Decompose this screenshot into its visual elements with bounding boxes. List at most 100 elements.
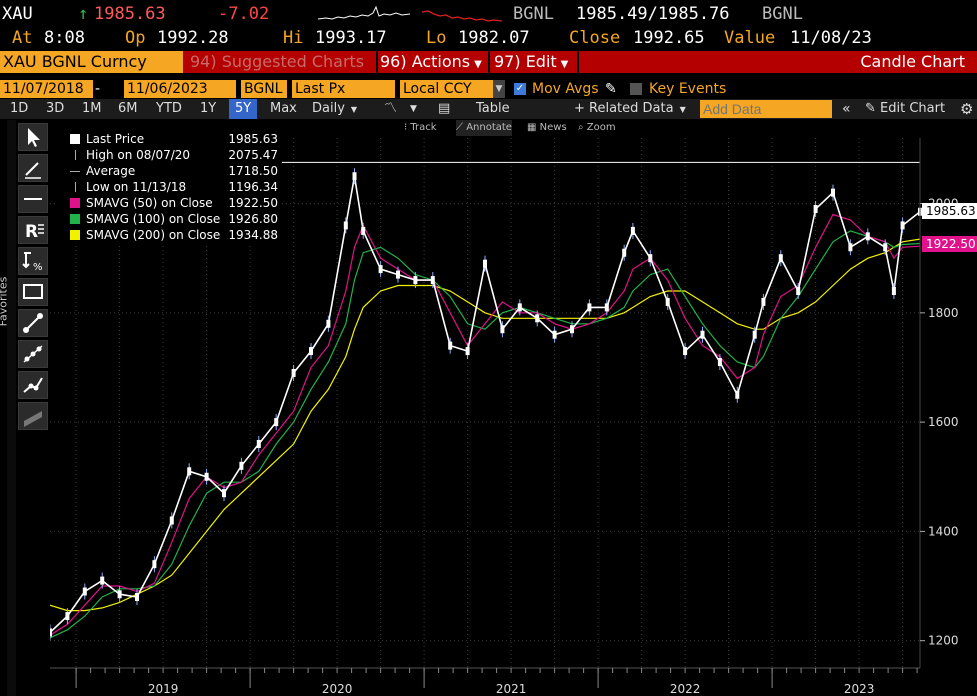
line-chart-icon[interactable]: 〽 xyxy=(384,101,398,116)
edit-chart-button[interactable]: ✎ Edit Chart xyxy=(861,99,949,119)
legend-label: High on 08/07/20 xyxy=(86,148,191,162)
legend-tick xyxy=(75,182,76,192)
price-series xyxy=(50,168,922,641)
actions-label: 96) Actions xyxy=(380,52,471,71)
security-field[interactable]: XAU BGNL Curncy xyxy=(0,51,183,73)
periodicity-dropdown[interactable]: Daily ▼ xyxy=(306,99,363,119)
candle-body xyxy=(761,297,766,306)
crosshair-icon: ⁝ xyxy=(404,122,411,133)
candle-body xyxy=(648,254,653,263)
add-data-input[interactable] xyxy=(700,100,832,118)
start-date-field[interactable]: 11/07/2018 xyxy=(0,80,93,98)
value-date-label: Value xyxy=(724,28,776,48)
legend-value: 2075.47 xyxy=(228,148,278,162)
last-price-tag: 1985.63 xyxy=(922,203,977,219)
candle-body xyxy=(796,286,801,295)
percent-tool-icon[interactable]: % xyxy=(18,247,48,275)
draw-line-tool-icon[interactable] xyxy=(18,154,48,182)
chevron-down-icon: ▼ xyxy=(350,105,358,114)
currency-selector[interactable]: Local CCY xyxy=(400,80,493,98)
mov-avgs-checkbox[interactable]: ✓ xyxy=(514,83,526,95)
series-line-sma200 xyxy=(50,238,921,612)
suggested-charts-button[interactable]: 94) Suggested Charts xyxy=(190,52,365,71)
zoom-button[interactable]: ⌕ Zoom xyxy=(578,120,616,136)
close-value: 1992.65 xyxy=(633,28,705,48)
collapse-left-icon[interactable]: « xyxy=(842,101,851,117)
chevron-down-icon[interactable]: ▼ xyxy=(493,80,505,98)
chevron-down-icon: ▼ xyxy=(474,59,482,70)
divider xyxy=(577,51,579,73)
candle-body xyxy=(665,297,670,306)
range-6m[interactable]: 6M xyxy=(118,101,138,116)
price-chart[interactable]: 12001400160018002000 2019202020212022202… xyxy=(50,138,977,696)
zoom-label: Zoom xyxy=(586,122,616,133)
y-axis: 12001400160018002000 xyxy=(919,138,959,668)
pencil-icon[interactable]: ✎ xyxy=(605,81,617,97)
related-data-dropdown[interactable]: + Related Data ▼ xyxy=(568,99,692,119)
channel-tool-icon[interactable] xyxy=(18,402,48,430)
actions-menu[interactable]: 96) Actions ▼ xyxy=(380,51,482,73)
horizontal-line-tool-icon[interactable] xyxy=(18,185,48,213)
bar-chart-icon[interactable]: ▤ xyxy=(438,101,451,116)
range-1m[interactable]: 1M xyxy=(82,101,102,116)
periodicity-label: Daily xyxy=(312,101,345,116)
range-1y[interactable]: 1Y xyxy=(200,101,217,116)
text-tool-icon[interactable]: R xyxy=(18,216,48,244)
candle-body xyxy=(570,325,574,334)
segment-tool-icon[interactable] xyxy=(18,309,48,337)
multi-point-tool-icon[interactable] xyxy=(18,340,48,368)
track-button[interactable]: ⁝ Track xyxy=(404,120,437,136)
x-tick-label: 2019 xyxy=(148,682,179,696)
news-icon: ▦ xyxy=(527,122,540,133)
source-field[interactable]: BGNL xyxy=(241,80,287,98)
bid-ask: 1985.49/1985.76 xyxy=(576,4,730,24)
range-ytd[interactable]: YTD xyxy=(156,101,182,116)
candle-body xyxy=(222,489,226,498)
date-separator: - xyxy=(95,81,101,97)
favorites-bar[interactable] xyxy=(7,120,16,696)
track-label: Track xyxy=(410,122,437,133)
legend-dash xyxy=(70,171,80,172)
candle-body xyxy=(630,226,635,235)
legend-label: SMAVG (50) on Close xyxy=(86,196,213,210)
rectangle-tool-icon[interactable] xyxy=(18,278,48,306)
series-line-sma50 xyxy=(50,213,921,636)
edit-menu[interactable]: 97) Edit ▼ xyxy=(494,51,568,73)
chart-legend[interactable]: Last Price 1985.63 High on 08/07/20 2075.4… xyxy=(58,131,282,243)
candle-body xyxy=(465,347,470,356)
chevron-down-icon[interactable]: ▼ xyxy=(410,104,417,114)
candle-body xyxy=(717,358,722,367)
end-date-field[interactable]: 11/06/2023 xyxy=(124,80,236,98)
field-selector[interactable]: Last Px xyxy=(292,80,395,98)
candle-body xyxy=(291,368,296,377)
annotate-icon: ⟋ xyxy=(456,122,467,133)
annotate-button[interactable]: ⟋ Annotate xyxy=(456,120,512,136)
candle-body xyxy=(831,188,835,197)
candle-body xyxy=(396,270,400,279)
range-1d[interactable]: 1D xyxy=(10,101,29,116)
legend-value: 1196.34 xyxy=(228,180,278,194)
low-value: 1982.07 xyxy=(458,28,530,48)
table-button[interactable]: Table xyxy=(476,101,510,116)
range-max[interactable]: Max xyxy=(270,101,297,116)
x-tick-label: 2022 xyxy=(670,682,701,696)
candle-body xyxy=(100,576,105,585)
edit-label: 97) Edit xyxy=(494,52,557,71)
candle-body xyxy=(117,590,122,599)
candle-body xyxy=(735,390,740,399)
intraday-sparkline-red xyxy=(422,10,502,22)
range-5y[interactable]: 5Y xyxy=(229,99,258,119)
cursor-tool-icon[interactable] xyxy=(18,123,48,151)
candle-body xyxy=(274,418,279,427)
candle-body xyxy=(430,276,435,285)
open-value: 1992.28 xyxy=(157,28,229,48)
range-3d[interactable]: 3D xyxy=(46,101,65,116)
candle-body xyxy=(352,172,357,181)
legend-tick xyxy=(75,150,76,160)
key-events-checkbox[interactable] xyxy=(630,83,642,95)
gear-icon[interactable]: ⚙ xyxy=(960,100,974,118)
news-button[interactable]: ▦ News xyxy=(527,120,567,136)
fibonacci-tool-icon[interactable] xyxy=(18,371,48,399)
y-tick-label: 1600 xyxy=(928,415,959,429)
candle-body xyxy=(700,330,705,339)
